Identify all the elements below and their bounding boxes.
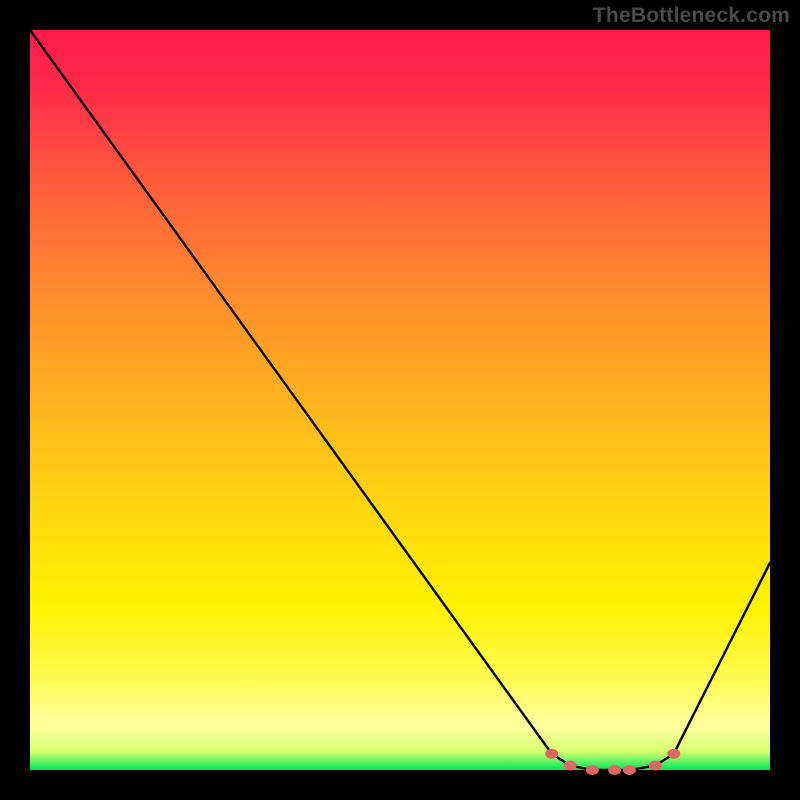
- curve-marker: [649, 761, 662, 771]
- chart-svg: [0, 0, 800, 800]
- curve-marker: [623, 765, 636, 775]
- curve-marker: [564, 761, 577, 771]
- curve-marker: [608, 765, 621, 775]
- gradient-panel: [30, 30, 770, 770]
- chart-root: TheBottleneck.com: [0, 0, 800, 800]
- curve-marker: [667, 749, 680, 759]
- curve-marker: [545, 749, 558, 759]
- watermark-text: TheBottleneck.com: [593, 4, 790, 28]
- curve-marker: [586, 765, 599, 775]
